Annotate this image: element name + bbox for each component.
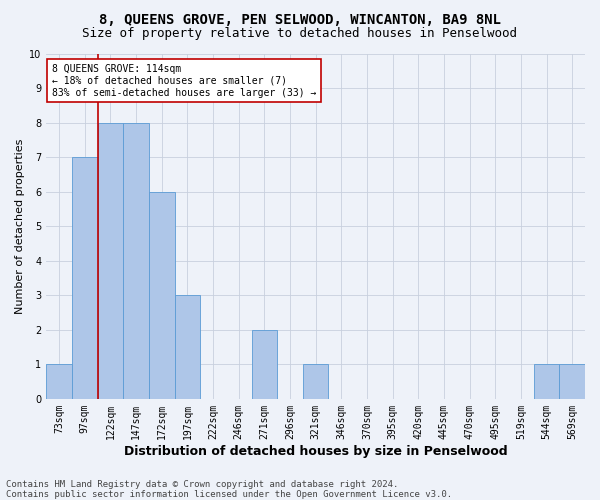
X-axis label: Distribution of detached houses by size in Penselwood: Distribution of detached houses by size …	[124, 444, 508, 458]
Bar	[46, 364, 72, 399]
Bar	[98, 123, 123, 399]
Text: Contains public sector information licensed under the Open Government Licence v3: Contains public sector information licen…	[6, 490, 452, 499]
Bar	[72, 158, 98, 399]
Bar	[149, 192, 175, 399]
Bar	[303, 364, 328, 399]
Bar	[175, 296, 200, 399]
Text: Size of property relative to detached houses in Penselwood: Size of property relative to detached ho…	[83, 28, 517, 40]
Text: 8 QUEENS GROVE: 114sqm
← 18% of detached houses are smaller (7)
83% of semi-deta: 8 QUEENS GROVE: 114sqm ← 18% of detached…	[52, 64, 316, 98]
Bar	[251, 330, 277, 399]
Bar	[559, 364, 585, 399]
Text: 8, QUEENS GROVE, PEN SELWOOD, WINCANTON, BA9 8NL: 8, QUEENS GROVE, PEN SELWOOD, WINCANTON,…	[99, 12, 501, 26]
Y-axis label: Number of detached properties: Number of detached properties	[15, 138, 25, 314]
Bar	[123, 123, 149, 399]
Text: Contains HM Land Registry data © Crown copyright and database right 2024.: Contains HM Land Registry data © Crown c…	[6, 480, 398, 489]
Bar	[533, 364, 559, 399]
